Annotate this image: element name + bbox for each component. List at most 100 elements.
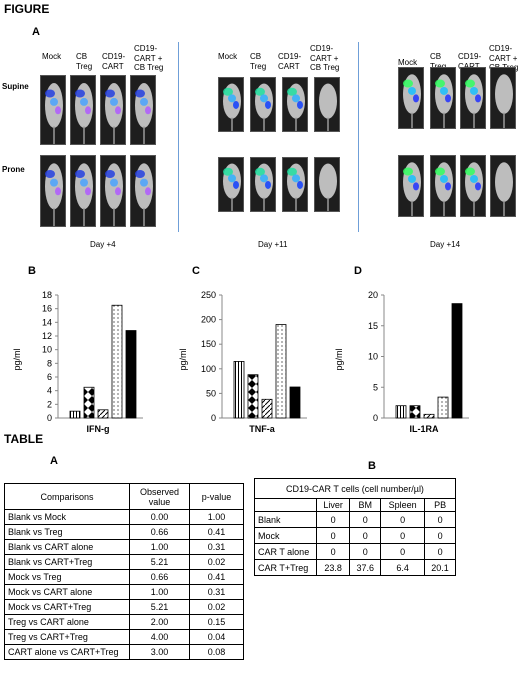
table-cell: Blank	[254, 511, 317, 528]
table-cell: CAR T+Treg	[254, 559, 317, 576]
day-label-4: Day +4	[90, 240, 116, 249]
table-row: Mock vs CART+Treg 5.21 0.02	[4, 599, 244, 615]
group1-col2-label: CB Treg	[76, 52, 93, 71]
table-cell: 0	[349, 511, 382, 528]
y-tick-label: 20	[368, 290, 378, 300]
table-b-label: B	[368, 460, 376, 472]
row-label-supine: Supine	[2, 82, 29, 91]
table-cell: Blank vs Treg	[4, 524, 130, 540]
table-cell: 0.02	[189, 599, 244, 615]
bar	[395, 405, 407, 419]
mouse-image	[314, 77, 340, 132]
bar	[275, 324, 287, 419]
y-tick-label: 100	[201, 364, 216, 374]
table-row: Mock vs CART alone 1.00 0.31	[4, 584, 244, 600]
table-cell: 0.66	[129, 569, 190, 585]
table-cell: 23.8	[315, 559, 351, 576]
y-axis-label: pg/ml	[178, 348, 188, 370]
mouse-image	[314, 157, 340, 212]
bar	[423, 413, 435, 419]
table-b-header-row: Liver BM Spleen PB	[254, 498, 456, 512]
mouse-image	[398, 67, 424, 129]
mouse-image	[282, 157, 308, 212]
x-axis-label: IFN-g	[87, 424, 110, 434]
mouse-image	[100, 75, 126, 145]
table-cell: Mock vs CART+Treg	[4, 599, 130, 615]
table-cell: 0.15	[189, 614, 244, 630]
mouse-image	[460, 67, 486, 129]
table-row: Blank 0 0 0 0	[254, 511, 456, 528]
table-cell: 0.41	[189, 569, 244, 585]
table-cell: CAR T alone	[254, 543, 317, 560]
table-row: Blank vs CART alone 1.00 0.31	[4, 539, 244, 555]
bar	[69, 410, 81, 419]
table-cell: 0	[380, 527, 426, 544]
y-tick-label: 0	[47, 413, 52, 423]
mouse-image	[40, 155, 66, 227]
y-tick-label: 14	[42, 317, 52, 327]
mouse-image	[130, 155, 156, 227]
car-t-cells-table: CD19-CAR T cells (cell number/µl) Liver …	[254, 478, 456, 576]
table-cell: 1.00	[129, 539, 190, 555]
group2-col2-label: CB Treg	[250, 52, 267, 71]
y-tick-label: 150	[201, 339, 216, 349]
cytokine-charts: B024681012141618pg/mlIFN-gC0501001502002…	[12, 265, 469, 434]
group2-col3-label: CD19-CART	[278, 52, 302, 71]
group-separator	[358, 42, 359, 232]
mouse-image	[490, 155, 516, 217]
mouse-image	[70, 155, 96, 227]
group2-col4-label: CD19-CART + CB Treg	[310, 44, 340, 73]
table-b-title: CD19-CAR T cells (cell number/µl)	[254, 478, 456, 499]
y-tick-label: 0	[211, 413, 216, 423]
bar	[97, 409, 109, 419]
x-axis-label: IL-1RA	[410, 424, 440, 434]
table-cell: CART alone vs CART+Treg	[4, 644, 130, 660]
y-tick-label: 4	[47, 386, 52, 396]
table-row: Treg vs CART alone 2.00 0.15	[4, 614, 244, 630]
header-comparisons: Comparisons	[4, 483, 130, 510]
table-cell: 3.00	[129, 644, 190, 660]
mouse-image	[100, 155, 126, 227]
bar	[437, 396, 449, 419]
table-cell: 0	[380, 511, 426, 528]
table-cell: 0	[424, 511, 456, 528]
table-cell: 1.00	[129, 584, 190, 600]
table-b-title-row: CD19-CAR T cells (cell number/µl)	[254, 478, 456, 499]
table-row: Mock 0 0 0 0	[254, 527, 456, 544]
chart-panel-label: C	[192, 265, 200, 277]
table-cell: Treg vs CART+Treg	[4, 629, 130, 645]
y-tick-label: 10	[368, 352, 378, 362]
bar	[83, 386, 95, 419]
table-cell: 0.02	[189, 554, 244, 570]
bar	[125, 330, 137, 419]
y-tick-label: 2	[47, 399, 52, 409]
mouse-image	[218, 157, 244, 212]
header-p-value: p-value	[189, 483, 244, 510]
bar	[247, 374, 259, 419]
table-cell: 5.21	[129, 554, 190, 570]
mouse-image	[430, 155, 456, 217]
table-cell: 37.6	[349, 559, 382, 576]
table-cell: Blank vs CART+Treg	[4, 554, 130, 570]
table-row: CART alone vs CART+Treg 3.00 0.08	[4, 644, 244, 660]
table-cell: 0	[424, 543, 456, 560]
table-header-row: Comparisons Observed value p-value	[4, 483, 244, 510]
y-tick-label: 15	[368, 321, 378, 331]
day-label-14: Day +14	[430, 240, 461, 249]
chart-panel-label: B	[28, 265, 36, 277]
y-tick-label: 50	[206, 388, 216, 398]
table-row: CAR T alone 0 0 0 0	[254, 543, 456, 560]
table-cell: 2.00	[129, 614, 190, 630]
y-tick-label: 0	[373, 413, 378, 423]
y-tick-label: 12	[42, 331, 52, 341]
table-cell: 4.00	[129, 629, 190, 645]
row-label-prone: Prone	[2, 165, 25, 174]
table-cell: Blank vs CART alone	[4, 539, 130, 555]
table-cell: 0	[380, 543, 426, 560]
table-b-header-bm: BM	[349, 498, 382, 512]
mouse-image	[398, 155, 424, 217]
table-row: CAR T+Treg 23.8 37.6 6.4 20.1	[254, 559, 456, 576]
table-b-header-pb: PB	[424, 498, 456, 512]
y-axis-label: pg/ml	[334, 348, 344, 370]
table-row: Mock vs Treg 0.66 0.41	[4, 569, 244, 585]
